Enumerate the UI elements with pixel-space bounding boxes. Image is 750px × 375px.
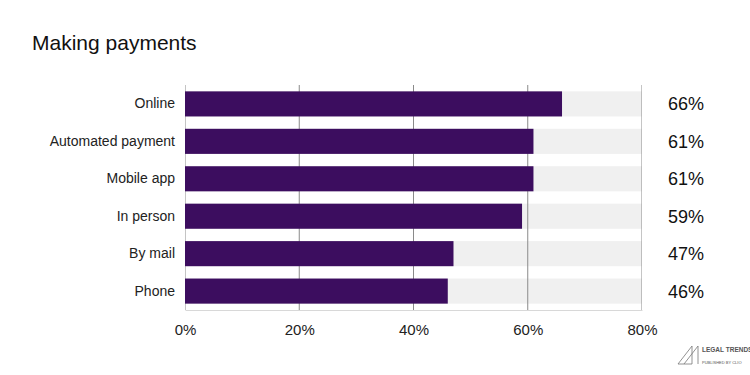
category-label: Online xyxy=(135,95,176,111)
data-label: 46% xyxy=(668,282,704,302)
title: Making payments xyxy=(32,31,197,54)
bar-track xyxy=(185,204,642,229)
bar xyxy=(185,91,562,116)
bar xyxy=(185,241,453,266)
category-label: Phone xyxy=(135,283,176,299)
y-tick: In person xyxy=(117,208,175,224)
x-axis-line xyxy=(186,310,643,311)
bar-track xyxy=(185,91,642,116)
logo: LEGAL TRENDS REPORT PUBLISHED BY CLIO xyxy=(678,346,750,365)
bar-track xyxy=(185,166,642,191)
x-axis: 0% 20% 40% 60% 80% xyxy=(175,310,658,338)
data-label: 61% xyxy=(668,132,704,152)
y-tick: Automated payment xyxy=(50,133,175,149)
category-label: Automated payment xyxy=(50,133,175,149)
bar-track xyxy=(185,279,642,304)
x-tick-label: 40% xyxy=(399,321,429,338)
grid-line xyxy=(642,85,643,310)
grid-line xyxy=(413,85,414,310)
category-label: Mobile app xyxy=(107,170,176,186)
x-tick-label: 60% xyxy=(513,321,543,338)
data-label: 47% xyxy=(668,244,704,264)
data-label: 61% xyxy=(668,169,704,189)
y-tick: By mail xyxy=(129,245,175,261)
bar xyxy=(185,204,522,229)
y-tick: Phone xyxy=(135,283,176,299)
annotation: PUBLISHED BY CLIO xyxy=(702,360,742,365)
x-tick-label: 0% xyxy=(175,321,197,338)
plot: 0% 20% 40% 60% 80% Online Automated payment Mob… xyxy=(50,85,704,338)
y-tick: Online xyxy=(135,95,176,111)
y-axis: Online Automated payment Mobile app In pers… xyxy=(50,95,176,298)
y-tick: Mobile app xyxy=(107,170,176,186)
chart: Making payments 0% 20% 40% 60% 80% Online Autom… xyxy=(0,0,750,375)
category-label: By mail xyxy=(129,245,175,261)
data-label: 59% xyxy=(668,207,704,227)
x-tick: 20% xyxy=(285,310,315,338)
annotation: LEGAL TRENDS REPORT xyxy=(702,346,750,353)
x-tick-label: 80% xyxy=(627,321,657,338)
category-label: In person xyxy=(117,208,175,224)
bar xyxy=(185,129,533,154)
logo-icon xyxy=(678,346,698,364)
bar-track xyxy=(185,129,642,154)
bar xyxy=(185,279,448,304)
data-label: 66% xyxy=(668,94,704,114)
bar xyxy=(185,166,533,191)
x-tick-label: 20% xyxy=(285,321,315,338)
x-tick: 60% xyxy=(513,310,543,338)
x-tick: 40% xyxy=(399,310,429,338)
bar-track xyxy=(185,241,642,266)
x-tick: 0% xyxy=(175,310,197,338)
x-tick: 80% xyxy=(627,310,657,338)
grid-line xyxy=(527,85,528,310)
plot-area xyxy=(185,85,642,310)
grid-line xyxy=(299,85,300,310)
grid-line xyxy=(185,85,186,310)
